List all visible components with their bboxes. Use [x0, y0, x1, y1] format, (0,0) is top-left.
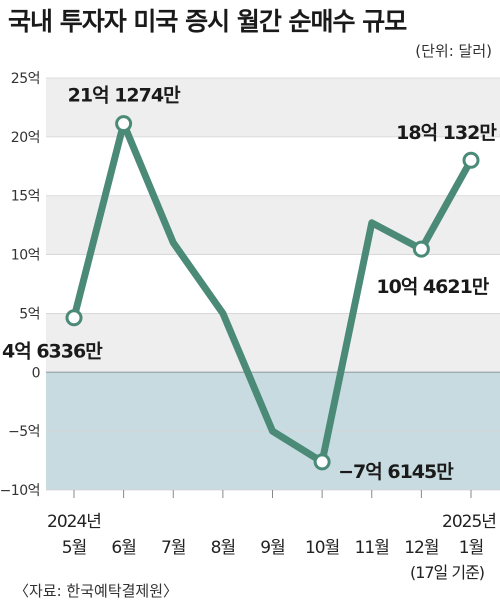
y-tick-label: 5억 — [19, 306, 40, 322]
x-note-label: (17일 기준) — [410, 563, 484, 582]
data-point-0 — [65, 309, 83, 327]
y-tick-label: −5억 — [8, 424, 40, 440]
x-year-label-first: 2024년 — [47, 512, 101, 532]
x-tick-label: 6월 — [111, 538, 135, 558]
data-point-5 — [313, 453, 331, 471]
chart-title: 국내 투자자 미국 증시 월간 순매수 규모 — [8, 7, 407, 36]
source-label: 〈자료: 한국예탁결제원〉 — [14, 582, 179, 600]
x-tick-label: 1월 — [459, 538, 483, 558]
x-tick-label: 9월 — [260, 538, 284, 558]
x-tick-label: 8월 — [211, 538, 235, 558]
data-label-1: 21억 1274만 — [68, 85, 181, 107]
y-axis-ticks: 25억 20억 15억 10억 5억 0 −5억 −10억 — [0, 71, 500, 499]
data-point-7 — [412, 240, 430, 258]
data-label-8: 18억 132만 — [396, 122, 497, 144]
data-label-5: −7억 6145만 — [338, 461, 454, 483]
y-tick-label: 10억 — [11, 248, 40, 264]
series-line — [70, 120, 475, 466]
x-year-label-last: 2025년 — [442, 512, 496, 532]
data-point-1 — [115, 115, 133, 133]
data-label-7: 10억 4621만 — [376, 276, 489, 298]
data-label-0: 4억 6336만 — [2, 341, 103, 363]
y-tick-label: −10억 — [0, 483, 40, 499]
series-polyline — [70, 120, 475, 466]
x-axis-ticks: 5월 6월 7월 8월 9월 10월 11월 12월 1월 2024년 2025년 (17일 기준) — [47, 490, 497, 582]
y-tick-label: 20억 — [11, 130, 40, 146]
y-tick-label: 0 — [32, 365, 40, 381]
y-tick-label: 25억 — [11, 71, 40, 87]
unit-label: (단위: 달러) — [415, 42, 492, 60]
data-labels: 4억 6336만 21억 1274만 −7억 6145만 10억 4621만 18억 1… — [2, 85, 498, 483]
data-point-8 — [462, 151, 480, 169]
x-tick-label: 12월 — [404, 538, 438, 558]
x-tick-label: 7월 — [161, 538, 185, 558]
grid-band-5 — [46, 313, 500, 373]
x-tick-label: 11월 — [355, 538, 389, 558]
y-tick-label: 15억 — [11, 189, 40, 205]
x-tick-label: 10월 — [305, 538, 339, 558]
x-tick-label: 5월 — [62, 538, 86, 558]
series-markers — [65, 115, 480, 471]
